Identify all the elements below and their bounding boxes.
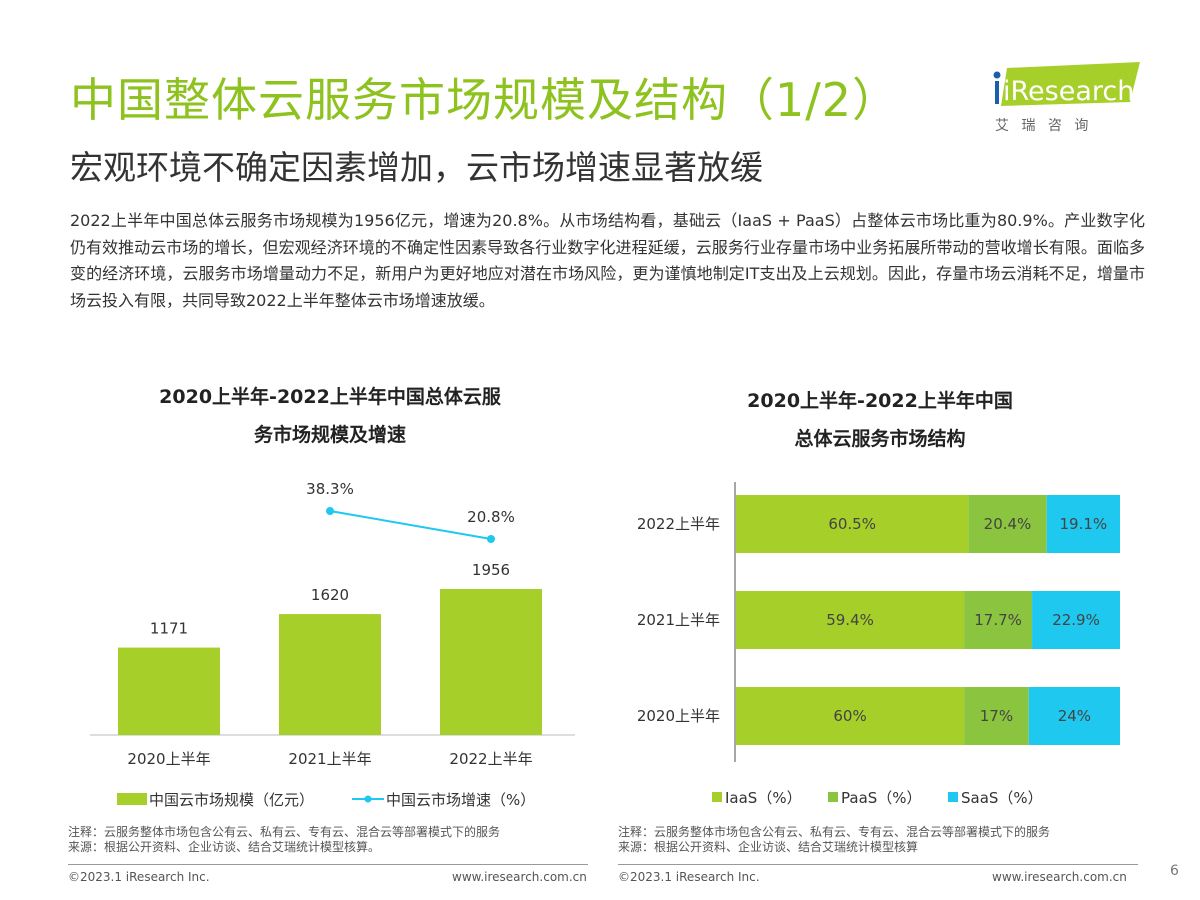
bar-label: 1956 (472, 561, 510, 579)
growth-label: 38.3% (306, 480, 354, 498)
growth-point (487, 535, 495, 543)
growth-point (326, 507, 334, 515)
bar-2020上半年 (118, 647, 220, 735)
segment-label: 60.5% (828, 515, 876, 533)
segment-label: 24% (1058, 707, 1091, 725)
segment-label: 60% (833, 707, 866, 725)
logo-subtext: 艾 瑞 咨 询 (995, 118, 1092, 134)
right-note: 注释：云服务整体市场包含公有云、私有云、专有云、混合云等部署模式下的服务 (618, 825, 1051, 839)
left-notes: 注释：云服务整体市场包含公有云、私有云、专有云、混合云等部署模式下的服务 来源：… (68, 825, 608, 855)
left-divider (68, 864, 588, 865)
left-chart-title-line2: 务市场规模及增速 (253, 424, 406, 446)
right-website[interactable]: www.iresearch.com.cn (992, 870, 1127, 884)
segment-SaaS (1028, 687, 1120, 745)
legend-label: SaaS（%） (961, 789, 1043, 807)
page-number: 6 (1170, 863, 1179, 879)
right-chart-title: 2020上半年-2022上半年中国 总体云服务市场结构 (620, 382, 1140, 458)
legend-swatch (712, 792, 722, 802)
left-chart-title: 2020上半年-2022上半年中国总体云服 务市场规模及增速 (70, 378, 590, 454)
x-tick-label: 2021上半年 (288, 750, 371, 768)
segment-label: 20.4% (984, 515, 1032, 533)
legend-label: PaaS（%） (841, 789, 922, 807)
left-note: 注释：云服务整体市场包含公有云、私有云、专有云、混合云等部署模式下的服务 (68, 825, 501, 839)
bar-2021上半年 (279, 614, 381, 735)
page-title: 中国整体云服务市场规模及结构（1/2） (70, 73, 900, 127)
x-tick-label: 2020上半年 (127, 750, 210, 768)
segment-PaaS (964, 687, 1029, 745)
x-tick-label: 2022上半年 (449, 750, 532, 768)
left-source: 来源：根据公开资料、企业访谈、结合艾瑞统计模型核算。 (68, 840, 381, 854)
segment-IaaS (736, 591, 965, 649)
bar-label: 1620 (311, 586, 349, 604)
segment-IaaS (736, 687, 965, 745)
segment-SaaS (1046, 495, 1120, 553)
segment-label: 17.7% (974, 611, 1022, 629)
logo-text: iResearch (1003, 76, 1134, 107)
left-copyright: ©2023.1 iResearch Inc. (68, 870, 210, 884)
segment-label: 22.9% (1052, 611, 1100, 629)
legend-swatch (948, 792, 958, 802)
segment-label: 19.1% (1059, 515, 1107, 533)
right-chart: 60.5% 20.4% 19.1% 2022上半年 59.4% 17.7% 22.9% 202… (637, 482, 1120, 807)
iresearch-logo: iResearch 艾 瑞 咨 询 (985, 60, 1145, 140)
legend-swatch-bar (117, 793, 147, 805)
legend-label-line: 中国云市场增速（%） (386, 791, 535, 809)
left-chart-title-line1: 2020上半年-2022上半年中国总体云服 (159, 386, 501, 408)
page-subtitle: 宏观环境不确定因素增加，云市场增速显著放缓 (70, 148, 763, 187)
legend-marker (364, 795, 372, 803)
growth-label: 20.8% (467, 508, 515, 526)
right-divider (618, 864, 1138, 865)
segment-PaaS (968, 495, 1047, 553)
right-copyright: ©2023.1 iResearch Inc. (618, 870, 760, 884)
right-chart-title-line1: 2020上半年-2022上半年中国 (747, 390, 1013, 412)
legend: 中国云市场规模（亿元） 中国云市场增速（%） (117, 791, 535, 809)
left-website[interactable]: www.iresearch.com.cn (452, 870, 587, 884)
segment-SaaS (1032, 591, 1120, 649)
segment-label: 59.4% (826, 611, 874, 629)
legend: IaaS（%） PaaS（%） SaaS（%） (712, 789, 1043, 807)
bar-2022上半年 (440, 589, 542, 735)
right-chart-title-line2: 总体云服务市场结构 (794, 428, 966, 450)
summary-paragraph: 2022上半年中国总体云服务市场规模为1956亿元，增速为20.8%。从市场结构… (70, 211, 1145, 310)
segment-PaaS (964, 591, 1033, 649)
legend-swatch (828, 792, 838, 802)
legend-label-bar: 中国云市场规模（亿元） (149, 791, 314, 809)
segment-IaaS (736, 495, 969, 553)
y-tick-label: 2022上半年 (637, 515, 720, 533)
right-source: 来源：根据公开资料、企业访谈、结合艾瑞统计模型核算 (618, 840, 919, 854)
growth-line (329, 510, 492, 540)
bar-label: 1171 (150, 620, 188, 638)
y-tick-label: 2021上半年 (637, 611, 720, 629)
y-tick-label: 2020上半年 (637, 707, 720, 725)
left-chart: 1171 2020上半年 1620 2021上半年 1956 2022上半年 38.3% 20… (90, 480, 575, 809)
segment-label: 17% (980, 707, 1013, 725)
right-notes: 注释：云服务整体市场包含公有云、私有云、专有云、混合云等部署模式下的服务 来源：… (618, 825, 1158, 855)
legend-label: IaaS（%） (725, 789, 802, 807)
